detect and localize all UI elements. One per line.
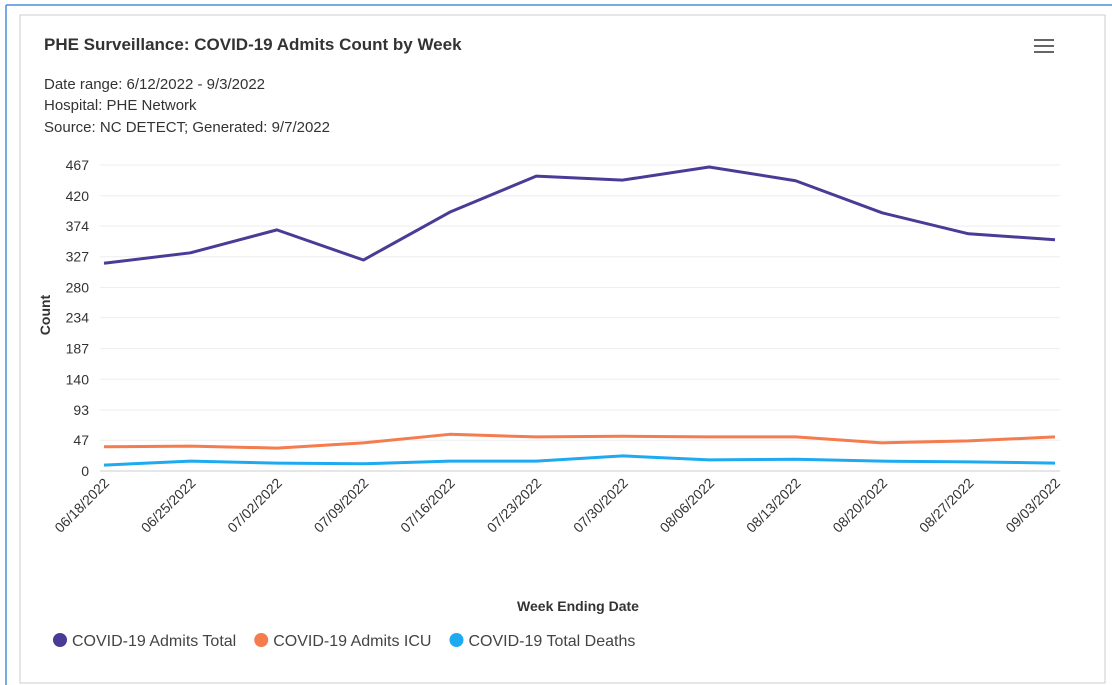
y-tick-label: 187 <box>66 340 90 356</box>
legend-marker <box>53 633 67 647</box>
legend-marker <box>254 633 269 647</box>
y-tick-label: 47 <box>73 432 89 448</box>
subtitle: Source: NC DETECT; Generated: 9/7/2022 <box>44 119 330 136</box>
chart-title: PHE Surveillance: COVID-19 Admits Count … <box>44 35 462 54</box>
panel <box>19 14 1106 684</box>
legend-label: COVID-19 Admits Total <box>72 633 236 650</box>
y-tick-label: 467 <box>66 157 90 173</box>
subtitle: Hospital: PHE Network <box>44 97 197 114</box>
legend-label: COVID-19 Total Deaths <box>468 633 635 650</box>
y-tick-label: 420 <box>66 188 90 204</box>
y-tick-label: 374 <box>66 218 90 234</box>
x-axis-title: Week Ending Date <box>517 598 639 614</box>
y-tick-label: 93 <box>73 402 89 418</box>
y-axis-title: Count <box>37 294 53 335</box>
series-line <box>103 165 1056 265</box>
y-tick-label: 140 <box>66 371 90 387</box>
menu-button[interactable] <box>1034 39 1054 53</box>
y-tick-label: 0 <box>81 463 89 479</box>
series-line <box>103 454 1056 467</box>
legend-marker <box>449 633 464 647</box>
series-line <box>103 432 1056 450</box>
y-tick-label: 234 <box>66 310 90 326</box>
subtitle: Date range: 6/12/2022 - 9/3/2022 <box>44 76 265 93</box>
y-tick-label: 327 <box>66 249 90 265</box>
legend-label: COVID-19 Admits ICU <box>273 633 431 650</box>
y-tick-label: 280 <box>66 280 90 296</box>
